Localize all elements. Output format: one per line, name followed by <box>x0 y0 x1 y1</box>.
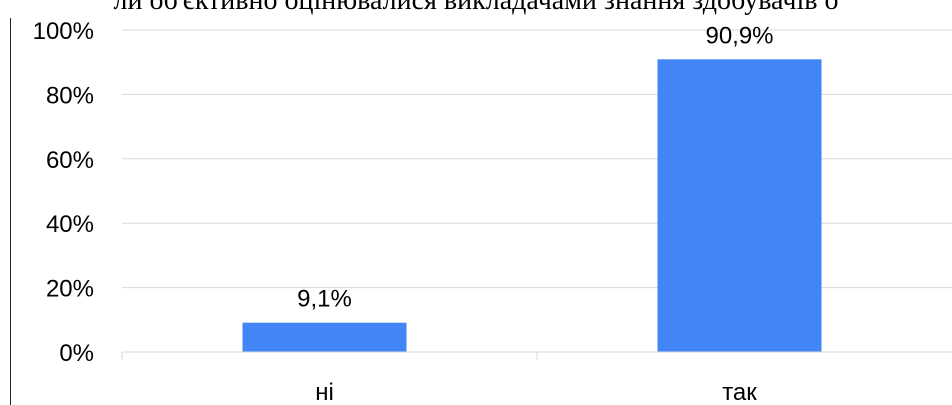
chart-title: ли об'єктивно оцінювалися викладачами зн… <box>113 0 839 16</box>
chart-frame <box>10 18 952 405</box>
bar-1 <box>242 322 407 352</box>
y-tick-label: 0% <box>59 340 94 367</box>
y-axis: 0% 20% 40% 60% 80% 100% <box>33 18 94 367</box>
data-label: 9,1% <box>297 286 352 313</box>
y-tick-label: 100% <box>33 18 94 45</box>
data-label: 90,9% <box>705 22 773 49</box>
x-axis: ні так <box>121 351 952 405</box>
category-label: ні <box>315 379 334 405</box>
bar-2 <box>657 59 822 352</box>
y-tick-label: 60% <box>46 147 94 174</box>
category-label: так <box>722 379 757 405</box>
bars: 9,1% 90,9% <box>242 22 822 352</box>
y-tick-label: 40% <box>46 211 94 238</box>
y-tick-label: 80% <box>46 82 94 109</box>
gridlines <box>122 29 952 289</box>
y-tick-label: 20% <box>46 276 94 303</box>
